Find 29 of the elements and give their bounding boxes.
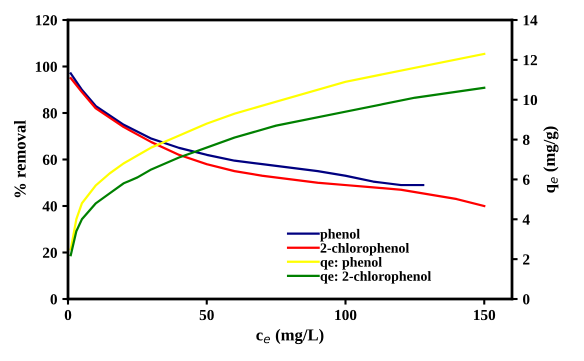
y2-tick-label: 2 (523, 254, 530, 264)
y2-tick-label: 12 (524, 55, 538, 66)
y2-tick-label: 14 (524, 15, 538, 26)
legend-label: qe: 2-chlorophenol (320, 271, 432, 284)
y-tick-label: 0 (50, 294, 57, 304)
legend-label: phenol (320, 228, 360, 242)
y2-axis-title: q$_{e}$ (mg/g) (543, 126, 558, 193)
y2-tick-label: 0 (523, 294, 530, 304)
y-tick-label: 100 (36, 62, 57, 72)
y2-tick-label: 10 (524, 94, 538, 106)
y2-tick-label: 4 (522, 214, 530, 225)
y2-tick-label: 6 (522, 174, 530, 185)
y2-tick-label: 8 (522, 134, 530, 146)
x-tick-label: 150 (474, 310, 496, 320)
x-tick-label: 100 (335, 310, 356, 320)
line-series (70, 72, 424, 186)
line-series (70, 86, 486, 256)
x-axis-title: c$_{e}$ (mg/L) (256, 328, 324, 344)
legend-label: 2-chlorophenol (320, 242, 410, 256)
y-tick-label: 120 (36, 15, 57, 26)
line-series (70, 77, 486, 208)
y-tick-label: 40 (42, 201, 57, 212)
x-tick-label: 0 (64, 310, 72, 320)
y-tick-label: 20 (42, 248, 57, 258)
y-tick-label: 80 (42, 108, 57, 118)
y-tick-label: 60 (42, 154, 57, 165)
legend-label: qe: phenol (320, 257, 382, 270)
x-tick-label: 50 (200, 310, 214, 320)
y-axis-title: % removal (14, 120, 26, 198)
